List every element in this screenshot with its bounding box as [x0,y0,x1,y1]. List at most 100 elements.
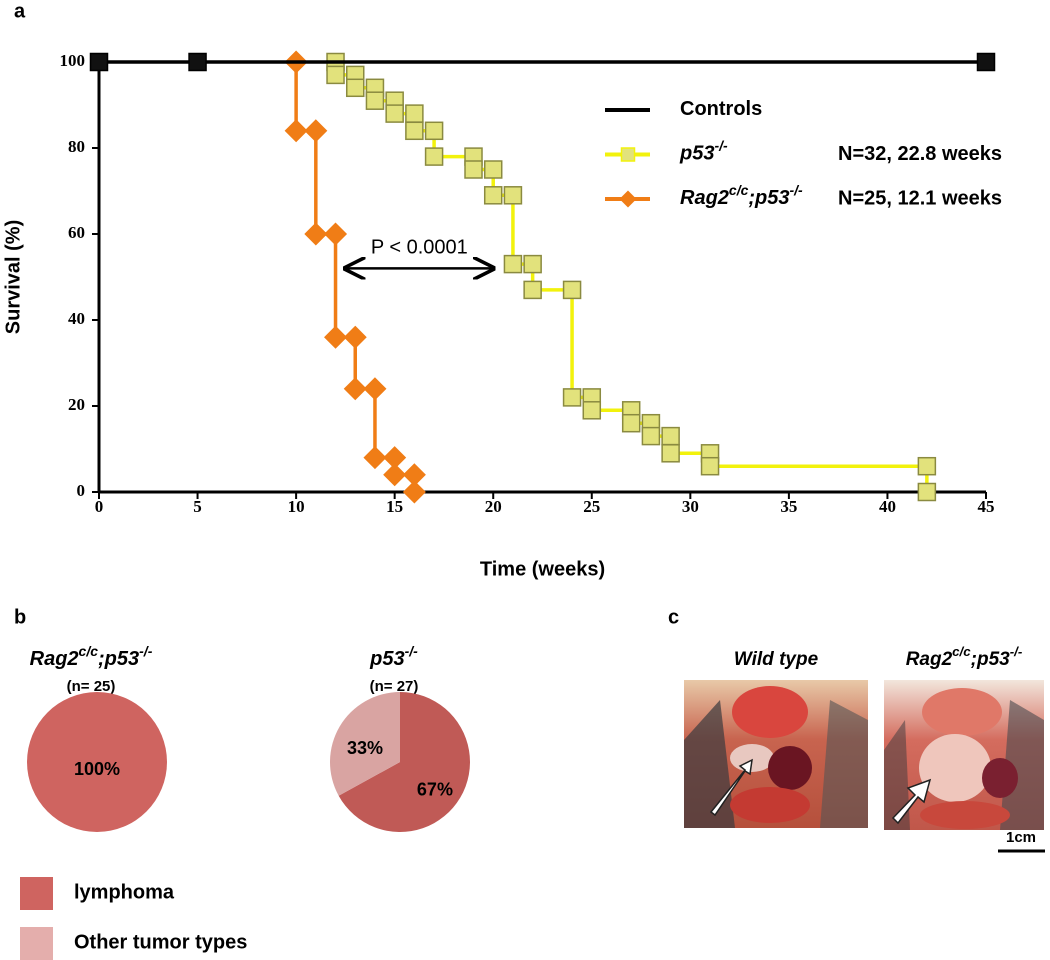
panel-label: a [14,0,26,22]
data-marker [620,147,636,162]
series-line [333,62,929,492]
legend-label: Controls [680,98,762,120]
data-marker [324,325,348,349]
data-marker [582,401,602,420]
data-marker [917,456,937,476]
data-marker [503,254,523,274]
legend-note: N=32, 22.8 weeks [838,143,1002,165]
data-marker [503,186,523,205]
data-marker [284,119,308,143]
text-segment: -/- [405,643,419,659]
text-segment: c/c [729,182,749,198]
legend-label: p53-/- [679,137,728,165]
x-tick-label: 5 [193,497,202,516]
text-segment: Rag2 [30,648,79,670]
data-marker [483,160,503,179]
pie-subtitle: (n= 27) [370,678,419,695]
x-tick-label: 40 [879,497,896,516]
text-segment: -/- [1010,644,1023,659]
pie-title: p53-/- [369,643,418,671]
data-marker [326,65,345,85]
text-segment: p53 [679,143,714,165]
text-segment: p53 [369,648,404,670]
pie-value-label: 67% [417,779,453,799]
data-marker [700,456,720,476]
pie-value-label: 33% [347,738,383,758]
y-tick-label: 100 [60,51,86,70]
data-marker [304,119,328,143]
data-marker [402,480,426,504]
y-tick-label: 80 [68,137,85,156]
legend-label: lymphoma [74,881,175,903]
data-marker [621,413,641,433]
text-segment: ;p53 [98,648,139,670]
x-tick-label: 45 [978,497,995,516]
pie-subtitle: (n= 25) [67,678,116,695]
pie-title: Rag2c/c;p53-/- [30,643,153,671]
data-marker [424,121,444,141]
text-segment: c/c [952,644,971,659]
text-segment: -/- [790,182,804,198]
text-segment: ;p53 [748,187,789,209]
data-marker [523,254,542,274]
data-marker [917,482,937,502]
photo-label: Rag2c/c;p53-/- [906,644,1023,670]
photo-wild-type [684,680,868,828]
legend-label: Other tumor types [74,931,247,953]
data-marker [343,377,367,401]
data-marker [562,280,582,300]
pie-value-label: 100% [74,759,120,779]
x-tick-label: 35 [780,497,797,516]
y-tick-label: 60 [68,223,85,242]
data-marker [345,78,365,98]
data-marker [324,222,348,246]
data-marker [385,104,404,123]
data-marker [363,446,387,470]
annotation-text: P < 0.0001 [371,237,468,259]
text-segment: Rag2 [906,649,953,670]
data-marker [188,52,207,72]
data-marker [661,444,680,463]
text-segment: -/- [714,137,728,153]
data-marker [523,280,542,300]
x-tick-label: 20 [485,497,502,516]
data-marker [661,426,680,446]
legend-swatch [20,927,53,960]
x-axis-label: Time (weeks) [480,558,605,580]
text-segment: -/- [139,643,153,659]
text-segment: c/c [79,643,99,659]
legend-swatch [20,877,53,910]
data-marker [483,186,503,205]
legend-label: Rag2c/c;p53-/- [680,182,803,210]
text-segment: Rag2 [680,187,729,209]
data-marker [365,91,385,110]
series [284,50,426,504]
data-marker [405,104,424,123]
data-marker [562,388,582,407]
photo-label: Wild type [734,649,819,670]
text-segment: ;p53 [971,649,1011,670]
y-axis-label: Survival (%) [2,220,24,334]
data-marker [89,52,109,72]
pie-slice [27,692,167,832]
series [89,52,996,72]
data-marker [641,426,661,446]
data-marker [363,377,387,401]
data-marker [343,325,367,349]
data-marker [976,52,996,72]
pie-slice [338,692,471,832]
x-tick-label: 25 [583,497,600,516]
data-marker [383,463,407,487]
data-marker [464,160,483,179]
y-tick-label: 20 [68,395,85,414]
panel-label: c [668,606,679,628]
x-tick-label: 0 [95,497,104,516]
y-tick-label: 0 [77,481,86,500]
series [326,52,937,502]
x-tick-label: 10 [288,497,305,516]
text-segment: Wild type [734,649,819,670]
y-tick-label: 40 [68,309,85,328]
photo-rag2-p53 [884,680,1044,830]
x-tick-label: 15 [386,497,403,516]
